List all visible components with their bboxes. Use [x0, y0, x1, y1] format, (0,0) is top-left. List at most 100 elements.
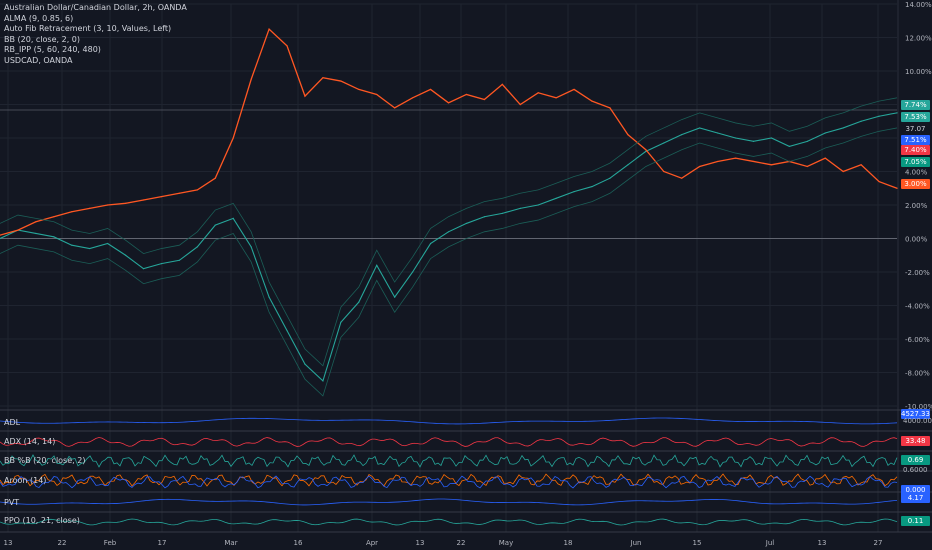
- data-point: [591, 100, 593, 102]
- data-point: [232, 137, 234, 139]
- x-tick-label: 22: [457, 539, 466, 547]
- data-point: [573, 88, 575, 91]
- legend-symbol-title: Australian Dollar/Canadian Dollar, 2h, O…: [4, 3, 187, 12]
- data-point: [142, 199, 145, 201]
- data-point: [627, 164, 629, 166]
- data-point: [53, 236, 55, 238]
- data-point: [89, 247, 91, 250]
- y-tick-label: 4.00%: [905, 169, 928, 177]
- data-point: [322, 77, 324, 79]
- data-point: [824, 132, 826, 134]
- bb-lower-band: [0, 127, 898, 397]
- data-point: [124, 202, 127, 204]
- data-point: [107, 242, 109, 245]
- bb-b-line: [0, 454, 898, 468]
- data-point: [376, 93, 378, 96]
- data-point: [465, 93, 468, 96]
- data-point: [645, 149, 647, 151]
- data-point: [806, 165, 808, 168]
- data-point: [142, 268, 145, 270]
- data-point: [124, 254, 127, 256]
- data-point: [214, 224, 216, 226]
- data-point: [537, 204, 539, 206]
- data-point: [555, 197, 557, 199]
- badge-ppo: 0.11: [901, 516, 930, 526]
- badge-bb-b: 0.69: [901, 455, 930, 465]
- badge-price-5: 7.40%: [901, 145, 930, 155]
- ppo-line: [0, 518, 898, 526]
- data-point: [250, 78, 252, 80]
- data-point: [304, 95, 306, 97]
- badge-adx: 33.48: [901, 436, 930, 446]
- data-point: [447, 102, 450, 104]
- data-point: [268, 28, 270, 30]
- x-tick-label: 13: [4, 539, 13, 547]
- x-tick-label: 18: [564, 539, 573, 547]
- legend-auto-fib: Auto Fib Retracement (3, 10, Values, Lef…: [4, 24, 172, 34]
- data-point: [429, 242, 432, 245]
- data-point: [107, 204, 109, 206]
- x-tick-label: May: [499, 539, 513, 547]
- pane-label-adl: ADL: [4, 418, 21, 427]
- y-tick-label: 14.00%: [905, 1, 932, 9]
- data-point: [304, 363, 306, 365]
- adl-line: [0, 417, 898, 425]
- data-point: [717, 132, 719, 134]
- pane-label-aroon: Aroon (14): [4, 476, 47, 485]
- data-point: [519, 103, 521, 106]
- data-point: [788, 145, 790, 147]
- x-tick-label: 13: [416, 539, 425, 547]
- data-point: [358, 301, 360, 303]
- data-point: [609, 177, 611, 179]
- data-point: [53, 216, 55, 218]
- bb-upper-band: [0, 97, 898, 367]
- data-point: [806, 140, 808, 142]
- data-point: [878, 115, 880, 117]
- chart-legend: Australian Dollar/Canadian Dollar, 2h, O…: [4, 3, 187, 67]
- data-point: [412, 271, 414, 273]
- data-point: [412, 97, 414, 99]
- data-point: [860, 164, 862, 166]
- data-point: [376, 264, 378, 266]
- data-point: [842, 127, 844, 129]
- data-point: [878, 180, 880, 183]
- data-point: [770, 164, 773, 166]
- legend-usdcad: USDCAD, OANDA: [4, 55, 73, 65]
- data-point: [286, 330, 288, 332]
- data-point: [286, 45, 288, 47]
- y-tick-label: 10.00%: [905, 68, 932, 76]
- data-point: [322, 380, 324, 382]
- x-tick-label: 17: [158, 539, 167, 547]
- x-tick-label: Apr: [366, 539, 378, 547]
- data-point: [358, 88, 360, 91]
- data-point: [160, 196, 163, 198]
- x-tick-label: 15: [693, 539, 702, 547]
- data-point: [537, 92, 539, 94]
- data-point: [429, 88, 432, 91]
- data-point: [501, 83, 503, 85]
- badge-price-7: 3.00%: [901, 179, 930, 189]
- data-point: [681, 134, 683, 136]
- x-tick-label: 22: [58, 539, 67, 547]
- data-point: [160, 263, 163, 265]
- x-tick-label: Feb: [104, 539, 117, 547]
- axis-label-bb-b: 0.6000: [903, 466, 928, 474]
- data-point: [447, 231, 450, 233]
- data-point: [681, 177, 683, 179]
- data-point: [483, 216, 485, 218]
- data-point: [250, 246, 252, 248]
- data-point: [752, 140, 755, 142]
- pane-label-adx: ADX (14, 14): [4, 437, 56, 446]
- data-point: [734, 137, 737, 139]
- data-point: [71, 211, 73, 213]
- x-tick-label: 16: [294, 539, 303, 547]
- data-point: [734, 157, 737, 159]
- data-point: [232, 217, 234, 219]
- data-point: [196, 189, 198, 191]
- data-point: [196, 246, 198, 248]
- y-tick-label: 2.00%: [905, 202, 928, 210]
- data-point: [35, 221, 37, 223]
- x-tick-label: Jul: [765, 539, 775, 547]
- data-point: [394, 107, 396, 109]
